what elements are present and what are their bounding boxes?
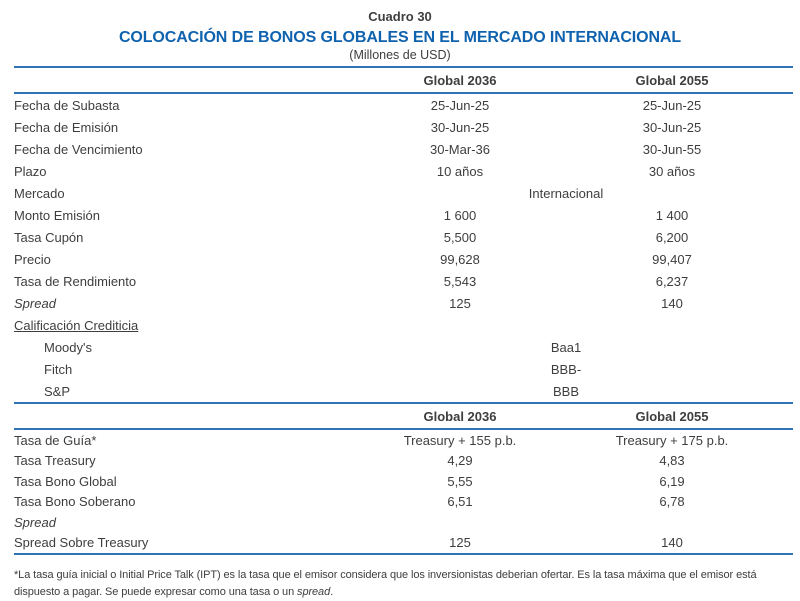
bond-terms-section: Fecha de Subasta 25-Jun-25 25-Jun-25 Fecha …	[14, 94, 793, 402]
value-global-2055: 6,78	[659, 494, 685, 510]
table-row: Fecha de Vencimiento 30-Mar-36 30-Jun-55	[14, 138, 793, 160]
row-label: Tasa Bono Global	[14, 473, 117, 489]
row-label: Calificación Crediticia	[14, 317, 139, 333]
row-label: Fecha de Vencimiento	[14, 141, 143, 157]
value-global-2055: 30-Jun-55	[642, 141, 702, 157]
table-row: Tasa Bono Soberano 6,51 6,78	[14, 492, 793, 513]
merged-value: BBB-	[550, 361, 582, 377]
header-divider-1	[14, 92, 793, 94]
footnote-italic-word: spread	[297, 586, 331, 598]
pricing-section: Tasa de Guía* Treasury + 155 p.b. Treasury…	[14, 430, 793, 553]
table-row: Plazo 10 años 30 años	[14, 160, 793, 182]
value-global-2055: 99,407	[652, 251, 692, 267]
table-row: Moody's Baa1	[14, 336, 793, 358]
column-header-row-2: Global 2036 Global 2055	[14, 404, 793, 428]
table-row: Tasa de Guía* Treasury + 155 p.b. Treasury…	[14, 430, 793, 451]
column-header-global-2036: Global 2036	[423, 408, 497, 424]
row-label: Fecha de Emisión	[14, 119, 119, 135]
column-header-global-2055: Global 2055	[635, 72, 709, 88]
table-row: Tasa Cupón 5,500 6,200	[14, 226, 793, 248]
footnote-text: dispuesto a pagar. Se puede expresar com…	[14, 586, 298, 598]
footnote-line-1: *La tasa guía inicial o Initial Price Ta…	[14, 569, 757, 581]
value-global-2036: 6,51	[447, 494, 473, 510]
value-global-2036: 99,628	[440, 251, 480, 267]
table-row: Spread Sobre Treasury 125 140	[14, 533, 793, 554]
table-subtitle: (Millones de USD)	[349, 48, 451, 62]
table-row: Tasa Treasury 4,29 4,83	[14, 451, 793, 472]
value-global-2036: 1 600	[443, 207, 477, 223]
value-global-2036: 25-Jun-25	[430, 97, 490, 113]
table-title: COLOCACIÓN DE BONOS GLOBALES EN EL MERCA…	[118, 29, 682, 46]
table-row: Spread 125 140	[14, 292, 793, 314]
value-global-2036: 125	[449, 535, 471, 551]
value-global-2036: Treasury + 155 p.b.	[403, 432, 517, 448]
top-divider	[14, 66, 793, 68]
row-label: Tasa Bono Soberano	[14, 494, 136, 510]
table-row: Monto Emisión 1 600 1 400	[14, 204, 793, 226]
row-label: Monto Emisión	[14, 207, 100, 223]
merged-value: Baa1	[550, 339, 582, 355]
value-global-2036: 5,55	[447, 473, 473, 489]
value-global-2055: 6,19	[659, 473, 685, 489]
table-row: Tasa Bono Global 5,55 6,19	[14, 471, 793, 492]
row-label: Moody's	[44, 339, 93, 355]
row-label: Tasa Treasury	[14, 453, 96, 469]
table-row: Spread	[14, 512, 793, 533]
value-global-2055: 1 400	[655, 207, 689, 223]
value-global-2036: 4,29	[447, 453, 473, 469]
column-header-global-2036: Global 2036	[423, 72, 497, 88]
footnote: *La tasa guía inicial o Initial Price Ta…	[14, 567, 800, 601]
header-divider-2	[14, 428, 793, 430]
merged-value: Internacional	[528, 185, 604, 201]
table-row: Fecha de Subasta 25-Jun-25 25-Jun-25	[14, 94, 793, 116]
value-global-2036: 5,543	[443, 273, 477, 289]
value-global-2036: 30-Jun-25	[430, 119, 490, 135]
table-row: Precio 99,628 99,407	[14, 248, 793, 270]
value-global-2036: 30-Mar-36	[430, 141, 490, 157]
merged-value: BBB	[552, 383, 579, 399]
row-label: Tasa Cupón	[14, 229, 84, 245]
value-global-2055: 25-Jun-25	[642, 97, 702, 113]
value-global-2055: 4,83	[659, 453, 685, 469]
value-global-2055: 140	[661, 535, 683, 551]
table-row: Tasa de Rendimiento 5,543 6,237	[14, 270, 793, 292]
table-row: Calificación Crediticia	[14, 314, 793, 336]
value-global-2055: 140	[661, 295, 683, 311]
table-row: S&P BBB	[14, 380, 793, 402]
section-divider-top	[14, 402, 793, 404]
column-header-row-1: Global 2036 Global 2055	[14, 68, 793, 92]
table-row: Mercado Internacional	[14, 182, 793, 204]
row-label: Fecha de Subasta	[14, 97, 120, 113]
row-label: S&P	[44, 383, 71, 399]
row-label: Mercado	[14, 185, 65, 201]
value-global-2055: 6,237	[655, 273, 689, 289]
table-row: Fecha de Emisión 30-Jun-25 30-Jun-25	[14, 116, 793, 138]
row-label: Tasa de Rendimiento	[14, 273, 137, 289]
bottom-divider	[14, 553, 793, 555]
value-global-2055: 6,200	[655, 229, 689, 245]
row-label: Tasa de Guía*	[14, 432, 97, 448]
row-label: Plazo	[14, 163, 47, 179]
column-header-global-2055: Global 2055	[635, 408, 709, 424]
table-row: Fitch BBB-	[14, 358, 793, 380]
value-global-2036: 10 años	[436, 163, 484, 179]
row-label: Spread	[14, 295, 56, 311]
footnote-line-2: dispuesto a pagar. Se puede expresar com…	[14, 584, 800, 601]
row-label: Spread	[14, 514, 56, 530]
value-global-2036: 5,500	[443, 229, 477, 245]
value-global-2055: 30 años	[648, 163, 696, 179]
table-number: Cuadro 30	[368, 9, 432, 24]
row-label: Precio	[14, 251, 51, 267]
row-label: Fitch	[44, 361, 73, 377]
row-label: Spread Sobre Treasury	[14, 535, 149, 551]
value-global-2055: Treasury + 175 p.b.	[615, 432, 729, 448]
value-global-2036: 125	[449, 295, 471, 311]
footnote-period: .	[330, 586, 334, 598]
value-global-2055: 30-Jun-25	[642, 119, 702, 135]
